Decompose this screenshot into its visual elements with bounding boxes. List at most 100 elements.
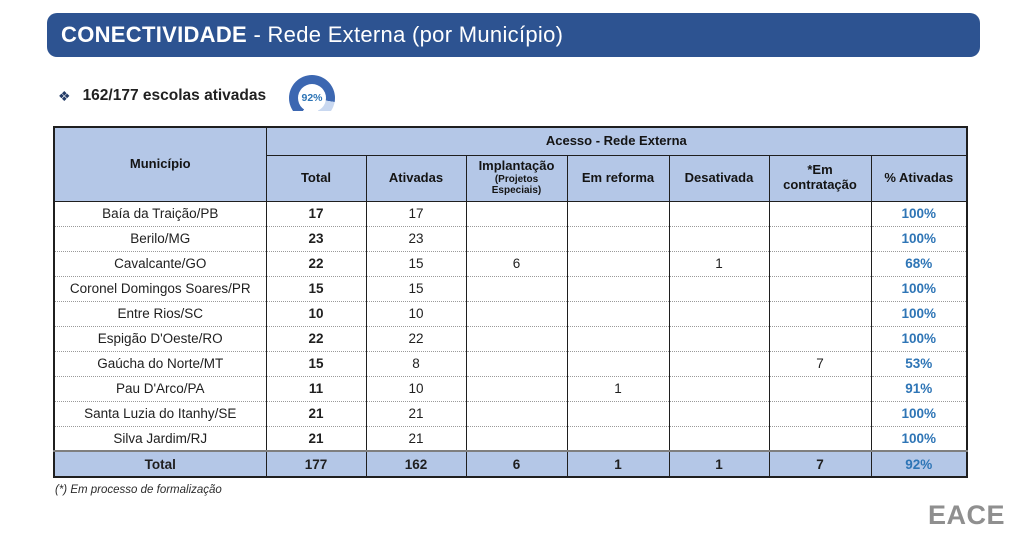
cell-em-reforma — [566, 250, 670, 276]
cell-municipio: Pau D'Arco/PA — [53, 375, 267, 401]
cell-desativada — [668, 400, 770, 426]
cell-total: 21 — [265, 400, 367, 426]
table-row: Santa Luzia do Itanhy/SE 21 21 100% — [53, 400, 968, 426]
cell-total: 21 — [265, 425, 367, 451]
cell-ativadas: 8 — [365, 350, 467, 376]
cell-municipio: Entre Rios/SC — [53, 300, 267, 326]
cell-em-reforma — [566, 400, 670, 426]
cell-ativadas: 21 — [365, 425, 467, 451]
cell-desativada — [668, 200, 770, 226]
cell-municipio: Silva Jardim/RJ — [53, 425, 267, 451]
cell-implantacao — [465, 375, 568, 401]
page-title-main: CONECTIVIDADE — [61, 22, 248, 47]
total-row-em-contratacao: 7 — [768, 450, 872, 477]
cell-total: 22 — [265, 250, 367, 276]
total-row-em-reforma: 1 — [566, 450, 670, 477]
summary-text: 162/177 escolas ativadas — [82, 87, 267, 104]
column-header-em-reforma: Em reforma — [566, 154, 670, 202]
column-header-desativada: Desativada — [668, 154, 770, 202]
cell-implantacao — [465, 400, 568, 426]
cell-municipio: Berilo/MG — [53, 225, 267, 251]
cell-implantacao — [465, 275, 568, 301]
column-header-em-contratacao: *Em contratação — [768, 154, 872, 202]
cell-total: 22 — [265, 325, 367, 351]
cell-em-reforma — [566, 275, 670, 301]
table-row: Pau D'Arco/PA 11 10 1 91% — [53, 375, 968, 401]
cell-pct: 100% — [870, 275, 968, 301]
cell-ativadas: 21 — [365, 400, 467, 426]
column-header-implantacao-sub: (Projetos Especiais) — [491, 173, 542, 197]
footnote: (*) Em processo de formalização — [55, 484, 222, 496]
cell-municipio: Espigão D'Oeste/RO — [53, 325, 267, 351]
cell-em-reforma — [566, 225, 670, 251]
cell-implantacao — [465, 425, 568, 451]
eace-logo: EACE — [928, 500, 1006, 530]
cell-em-contratacao — [768, 225, 872, 251]
cell-municipio: Coronel Domingos Soares/PR — [53, 275, 267, 301]
cell-em-contratacao — [768, 300, 872, 326]
cell-pct: 100% — [870, 425, 968, 451]
cell-em-contratacao — [768, 425, 872, 451]
table-body: Baía da Traição/PB 17 17 100% Berilo/MG … — [53, 200, 968, 451]
cell-municipio: Gaúcha do Norte/MT — [53, 350, 267, 376]
cell-municipio: Cavalcante/GO — [53, 250, 267, 276]
cell-em-contratacao — [768, 400, 872, 426]
page-title-bar: CONECTIVIDADE - Rede Externa (por Municí… — [47, 13, 980, 57]
cell-pct: 100% — [870, 225, 968, 251]
column-header-municipio: Município — [53, 126, 267, 202]
cell-implantacao — [465, 325, 568, 351]
summary-line: ❖ 162/177 escolas ativadas — [58, 85, 266, 107]
table-row: Baía da Traição/PB 17 17 100% — [53, 200, 968, 226]
table-total-row: Total 177 162 6 1 1 7 92% — [53, 450, 968, 477]
group-header-acesso-rede-externa: Acesso - Rede Externa — [265, 126, 968, 156]
table-row: Silva Jardim/RJ 21 21 100% — [53, 425, 968, 451]
cell-desativada — [668, 350, 770, 376]
total-row-label: Total — [53, 450, 267, 477]
cell-desativada — [668, 375, 770, 401]
cell-ativadas: 22 — [365, 325, 467, 351]
table-row: Espigão D'Oeste/RO 22 22 100% — [53, 325, 968, 351]
table-row: Coronel Domingos Soares/PR 15 15 100% — [53, 275, 968, 301]
total-row-desativada: 1 — [668, 450, 770, 477]
cell-desativada: 1 — [668, 250, 770, 276]
cell-implantacao — [465, 350, 568, 376]
table-group-header-row: Município Acesso - Rede Externa — [53, 126, 968, 202]
column-header-implantacao-label: Implantação — [478, 158, 555, 174]
column-header-ativadas: Ativadas — [365, 154, 467, 202]
cell-implantacao — [465, 200, 568, 226]
cell-total: 15 — [265, 350, 367, 376]
table-row: Gaúcha do Norte/MT 15 8 7 53% — [53, 350, 968, 376]
cell-implantacao: 6 — [465, 250, 568, 276]
cell-municipio: Baía da Traição/PB — [53, 200, 267, 226]
cell-pct: 100% — [870, 325, 968, 351]
cell-ativadas: 15 — [365, 275, 467, 301]
cell-ativadas: 23 — [365, 225, 467, 251]
total-row-ativadas: 162 — [365, 450, 467, 477]
column-header-implantacao: Implantação (Projetos Especiais) — [465, 154, 568, 202]
table-columns-header-row: Total Ativadas Implantação (Projetos Espe… — [54, 154, 968, 202]
cell-desativada — [668, 300, 770, 326]
page-title-subtitle: - Rede Externa (por Município) — [247, 22, 564, 47]
total-row-total: 177 — [265, 450, 367, 477]
cell-pct: 68% — [870, 250, 968, 276]
cell-ativadas: 17 — [365, 200, 467, 226]
cell-em-contratacao — [768, 375, 872, 401]
cell-desativada — [668, 425, 770, 451]
cell-em-reforma — [566, 425, 670, 451]
cell-pct: 100% — [870, 300, 968, 326]
cell-em-contratacao — [768, 275, 872, 301]
table-row: Entre Rios/SC 10 10 100% — [53, 300, 968, 326]
table-row: Cavalcante/GO 22 15 6 1 68% — [53, 250, 968, 276]
cell-pct: 100% — [870, 400, 968, 426]
cell-em-contratacao: 7 — [768, 350, 872, 376]
cell-em-reforma — [566, 325, 670, 351]
cell-total: 11 — [265, 375, 367, 401]
cell-em-reforma — [566, 300, 670, 326]
cell-em-reforma — [566, 200, 670, 226]
cell-desativada — [668, 325, 770, 351]
cell-desativada — [668, 225, 770, 251]
cell-pct: 100% — [870, 200, 968, 226]
column-header-total: Total — [265, 154, 367, 202]
cell-implantacao — [465, 300, 568, 326]
activation-gauge-chart: 92% — [289, 75, 335, 111]
